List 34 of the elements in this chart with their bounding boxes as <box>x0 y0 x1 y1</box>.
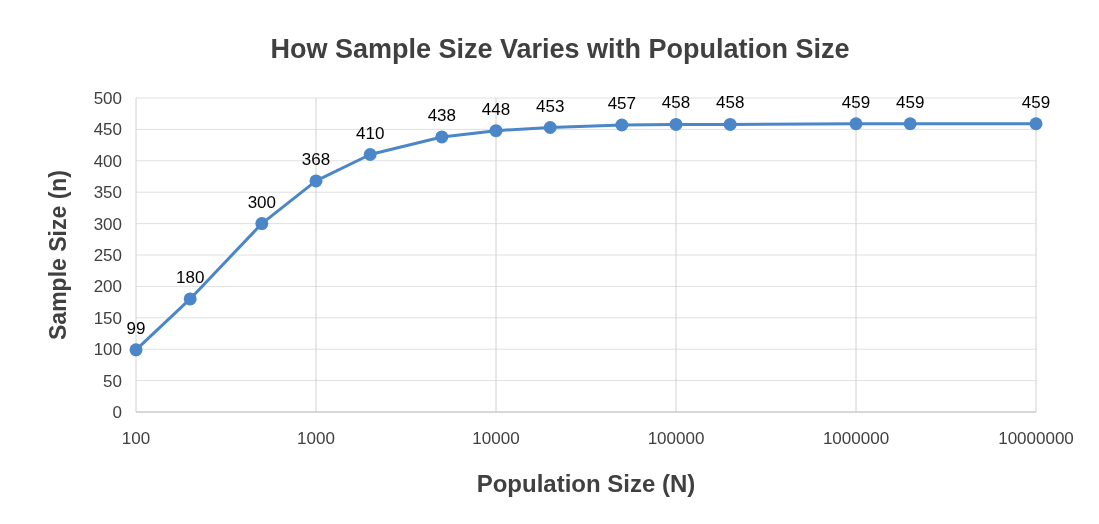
x-tick-label: 100 <box>121 429 151 448</box>
chart-title: How Sample Size Varies with Population Size <box>270 34 850 64</box>
x-tick-label: 10000000 <box>998 429 1074 448</box>
y-tick-label: 0 <box>112 402 122 422</box>
data-label: 410 <box>356 123 385 143</box>
y-tick-label: 300 <box>93 214 122 234</box>
x-tick-label: 10000 <box>472 429 520 448</box>
x-axis-title: Population Size (N) <box>476 470 696 497</box>
y-tick-label: 400 <box>93 151 122 171</box>
x-tick-label: 100000 <box>647 429 705 448</box>
y-tick-label: 50 <box>103 371 122 391</box>
data-label: 180 <box>176 267 205 287</box>
y-tick-label: 350 <box>93 183 122 203</box>
data-label: 448 <box>481 99 511 119</box>
y-axis-title: Sample Size (n) <box>45 170 71 340</box>
data-label: 453 <box>536 96 565 116</box>
data-label: 459 <box>1021 92 1051 112</box>
y-tick-label: 150 <box>93 308 122 328</box>
y-tick-label: 500 <box>93 88 122 108</box>
data-label: 459 <box>841 92 871 112</box>
x-tick-label: 1000 <box>297 429 335 448</box>
data-label: 300 <box>247 192 276 212</box>
y-tick-label: 200 <box>93 277 122 297</box>
data-label: 368 <box>301 149 331 169</box>
data-label: 458 <box>661 93 691 113</box>
data-label: 458 <box>716 93 745 113</box>
y-tick-label: 100 <box>93 340 122 360</box>
x-tick-label: 1000000 <box>822 429 890 448</box>
data-label: 457 <box>607 94 636 113</box>
y-tick-label: 250 <box>93 245 122 265</box>
data-label: 99 <box>126 318 146 338</box>
y-tick-label: 450 <box>93 120 122 140</box>
data-label: 438 <box>427 105 456 125</box>
data-label: 459 <box>896 92 925 112</box>
